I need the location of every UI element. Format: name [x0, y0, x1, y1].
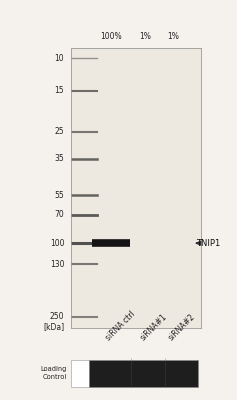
Bar: [89, 360, 198, 386]
Text: 10: 10: [55, 54, 64, 63]
Text: 130: 130: [50, 260, 64, 269]
Text: TNIP1: TNIP1: [196, 239, 220, 248]
Text: 35: 35: [55, 154, 64, 163]
Text: siRNA#1: siRNA#1: [138, 312, 169, 343]
Text: 100: 100: [50, 239, 64, 248]
Text: siRNA#2: siRNA#2: [167, 312, 197, 343]
Text: 70: 70: [55, 210, 64, 219]
Text: 15: 15: [55, 86, 64, 95]
Text: Loading
Control: Loading Control: [40, 366, 67, 380]
Text: [kDa]: [kDa]: [43, 322, 64, 332]
Text: siRNA ctrl: siRNA ctrl: [105, 310, 137, 343]
Text: 1%: 1%: [139, 32, 151, 41]
Text: 100%: 100%: [100, 32, 122, 41]
Text: 25: 25: [55, 127, 64, 136]
Bar: [71, 360, 89, 386]
Text: 1%: 1%: [167, 32, 179, 41]
Text: 250: 250: [50, 312, 64, 321]
Text: 55: 55: [55, 191, 64, 200]
